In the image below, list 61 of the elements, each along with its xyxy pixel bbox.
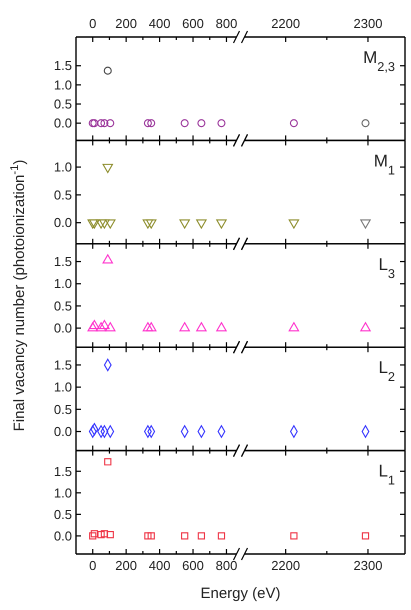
point — [100, 530, 108, 538]
point — [102, 254, 113, 264]
annotation: M$_{2,3}$ — [363, 48, 395, 74]
y-tick-label: 0.5 — [54, 298, 72, 314]
point — [179, 322, 190, 332]
y-tick-label: 1.0 — [54, 485, 72, 500]
point — [105, 322, 116, 332]
x2-tick-label: 2200 — [271, 16, 300, 31]
x2-tick-label: 400 — [148, 16, 170, 31]
annotation: L$_{2}$ — [378, 358, 395, 384]
x-axis-title: Energy (eV) — [200, 585, 281, 602]
y-tick-label: 0.5 — [54, 506, 72, 522]
y-tick-label: 1.5 — [54, 357, 72, 372]
y-tick-label: 0.0 — [54, 215, 72, 230]
point — [104, 458, 112, 466]
point — [90, 530, 98, 538]
y-tick-label: 0.5 — [54, 187, 72, 202]
x-tick-label: 600 — [182, 558, 204, 573]
y-tick-label: 1.0 — [54, 380, 72, 395]
point — [106, 530, 114, 538]
x-tick-label: 400 — [148, 558, 170, 573]
y-tick-label: 1.0 — [54, 276, 72, 292]
point — [96, 322, 106, 332]
x-tick-label: 2200 — [271, 558, 300, 573]
y-tick-label: 1.5 — [54, 464, 72, 479]
point — [99, 320, 110, 330]
y-tick-label: 1.0 — [54, 160, 72, 175]
x2-tick-label: 200 — [115, 16, 138, 31]
point — [97, 530, 105, 538]
annotation: M$_{1}$ — [374, 151, 395, 177]
point — [216, 322, 227, 332]
y-tick-label: 0.5 — [54, 402, 72, 417]
y-tick-label: 0.0 — [54, 116, 72, 131]
point — [146, 322, 156, 332]
x2-tick-label: 0 — [89, 16, 96, 31]
annotation: L$_{3}$ — [378, 254, 395, 280]
x-tick-label: 800 — [216, 558, 238, 573]
point — [148, 532, 155, 540]
point — [198, 532, 206, 540]
y-tick-label: 1.5 — [54, 58, 72, 74]
y-tick-label: 1.0 — [54, 77, 72, 92]
annotation: L$_{1}$ — [378, 462, 395, 488]
point — [181, 532, 188, 540]
x2-tick-label: 2300 — [354, 16, 382, 31]
y-tick-label: 0.0 — [54, 424, 72, 440]
y-tick-label: 0.0 — [54, 320, 72, 336]
x2-tick-label: 600 — [182, 16, 204, 31]
point — [144, 532, 152, 540]
point — [89, 532, 96, 540]
point — [196, 322, 207, 332]
x2-tick-label: 800 — [216, 16, 238, 31]
point — [87, 322, 98, 332]
point — [89, 320, 100, 330]
x-tick-label: 0 — [89, 558, 96, 573]
point — [218, 532, 226, 540]
y-tick-label: 1.5 — [54, 254, 72, 270]
y-tick-label: 0.0 — [54, 528, 72, 544]
point — [142, 322, 154, 332]
x-tick-label: 200 — [115, 558, 138, 573]
x-tick-label: 2300 — [354, 558, 382, 573]
y-tick-label: 0.5 — [54, 96, 72, 112]
